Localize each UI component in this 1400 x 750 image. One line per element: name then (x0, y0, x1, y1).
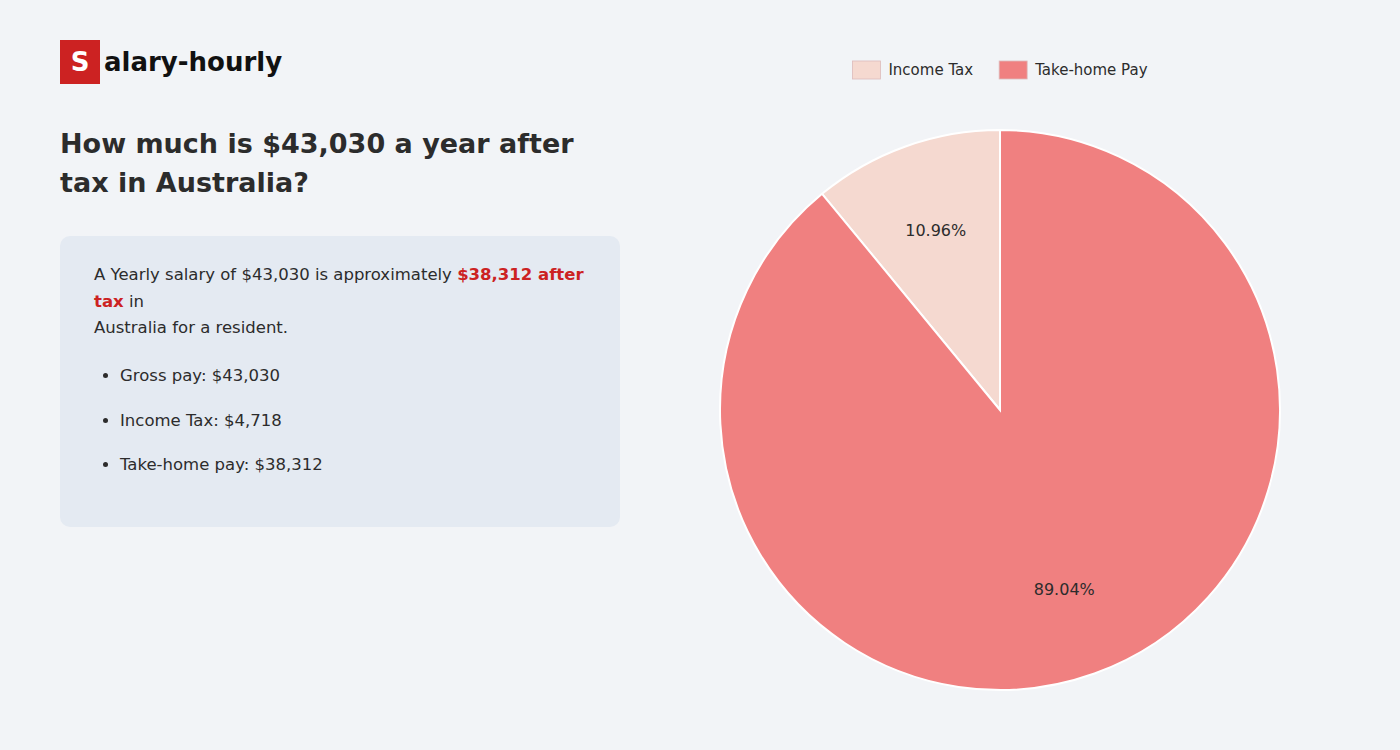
legend-label: Take-home Pay (1034, 61, 1148, 79)
pie-chart: Income Tax Take-home Pay 10.96% 89.04% (640, 0, 1360, 750)
logo-initial: S (60, 40, 100, 84)
legend: Income Tax Take-home Pay (852, 61, 1147, 79)
legend-swatch (852, 61, 880, 79)
legend-item: Income Tax (852, 61, 973, 79)
legend-label: Income Tax (888, 61, 973, 79)
pie-panel: Income Tax Take-home Pay 10.96% 89.04% (640, 0, 1360, 750)
annotation: Take-home pay: $38,312 (120, 455, 323, 474)
bullet-list: Gross pay: $43,030 Income Tax: $4,718 Take… (94, 363, 590, 478)
slices (720, 130, 1280, 690)
legend-swatch (999, 61, 1027, 79)
annotation: in (124, 292, 144, 311)
data-label: 89.04% (1034, 580, 1095, 599)
title: How much is $43,030 a year after tax in … (60, 124, 620, 202)
info-text: A Yearly salary of $43,030 is approximat… (94, 262, 590, 341)
annotation: Income Tax: $4,718 (120, 411, 282, 430)
logo: Salary-hourly (60, 40, 620, 84)
bullet-item: Take-home pay: $38,312 (120, 452, 590, 478)
legend-item: Take-home Pay (999, 61, 1148, 79)
annotation: Australia for a resident. (94, 318, 288, 337)
data-labels: 10.96% 89.04% (905, 221, 1095, 598)
data-label: 10.96% (905, 221, 966, 240)
pie-slice (720, 130, 1280, 690)
annotation: A Yearly salary of $43,030 is approximat… (94, 265, 457, 284)
bullet-item: Gross pay: $43,030 (120, 363, 590, 389)
text-panel: Salary-hourly How much is $43,030 a year … (60, 40, 620, 527)
annotation: Gross pay: $43,030 (120, 366, 280, 385)
bullet-item: Income Tax: $4,718 (120, 408, 590, 434)
info-box: A Yearly salary of $43,030 is approximat… (60, 236, 620, 526)
logo-text: alary-hourly (104, 47, 282, 77)
